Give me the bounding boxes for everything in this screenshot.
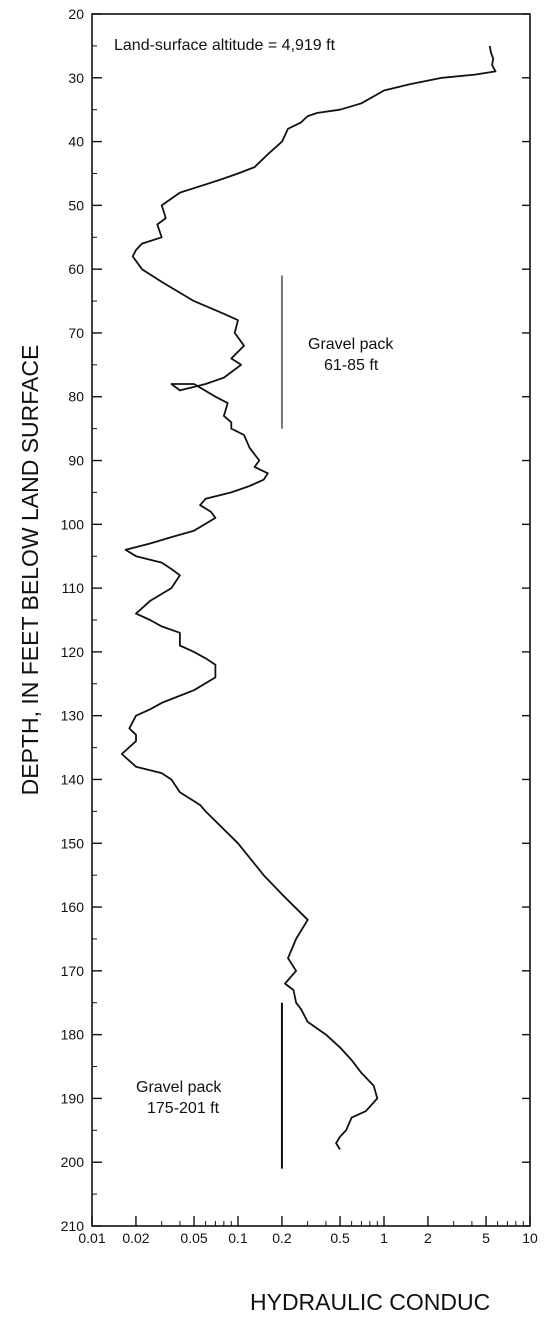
x-tick-label: 0.2 bbox=[272, 1230, 292, 1246]
y-tick-label: 50 bbox=[68, 197, 84, 213]
x-tick-label: 1 bbox=[380, 1230, 388, 1246]
x-tick-label: 2 bbox=[424, 1230, 432, 1246]
x-tick-label: 5 bbox=[482, 1230, 490, 1246]
x-tick-label: 10 bbox=[522, 1230, 538, 1246]
x-tick-label: 0.5 bbox=[330, 1230, 350, 1246]
y-tick-label: 130 bbox=[61, 708, 85, 724]
gravel-pack-upper-label: Gravel pack bbox=[308, 336, 394, 353]
y-tick-label: 210 bbox=[61, 1218, 85, 1234]
altitude-annotation: Land-surface altitude = 4,919 ft bbox=[114, 37, 336, 54]
gravel-pack-lower-range: 175-201 ft bbox=[147, 1100, 220, 1117]
x-tick-label: 0.1 bbox=[228, 1230, 248, 1246]
x-axis-title: HYDRAULIC CONDUC bbox=[250, 1289, 490, 1315]
y-tick-label: 200 bbox=[61, 1154, 85, 1170]
y-tick-label: 190 bbox=[61, 1090, 85, 1106]
y-tick-label: 30 bbox=[68, 70, 84, 86]
x-axis-ticks: 0.01 0.02 0.05 0.1 0.2 0.5 1 2 5 10 bbox=[78, 1216, 538, 1246]
x-tick-label: 0.02 bbox=[122, 1230, 149, 1246]
x-tick-label: 0.05 bbox=[180, 1230, 207, 1246]
conductivity-line bbox=[120, 45, 497, 1150]
gravel-pack-lower-label: Gravel pack bbox=[136, 1079, 222, 1096]
y-tick-label: 40 bbox=[68, 134, 84, 150]
y-axis-ticks: 20 30 40 50 60 70 80 90 100 110 120 130 140 150 160 170… bbox=[61, 6, 530, 1234]
y-tick-label: 140 bbox=[61, 771, 85, 787]
conductivity-series bbox=[120, 45, 497, 1150]
y-tick-label: 110 bbox=[62, 580, 85, 596]
y-tick-label: 160 bbox=[61, 899, 85, 915]
y-tick-label: 90 bbox=[68, 453, 84, 469]
gravel-pack-upper-range: 61-85 ft bbox=[324, 357, 379, 374]
y-tick-label: 70 bbox=[68, 325, 84, 341]
y-tick-label: 120 bbox=[61, 644, 85, 660]
plot-frame bbox=[91, 13, 531, 1227]
y-tick-label: 60 bbox=[68, 261, 84, 277]
y-tick-label: 180 bbox=[61, 1027, 85, 1043]
y-tick-label: 80 bbox=[68, 389, 84, 405]
x-tick-label: 0.01 bbox=[78, 1230, 105, 1246]
y-tick-label: 170 bbox=[61, 963, 85, 979]
y-tick-label: 100 bbox=[61, 516, 85, 532]
y-tick-label: 20 bbox=[68, 6, 84, 22]
y-axis-title: DEPTH, IN FEET BELOW LAND SURFACE bbox=[17, 345, 43, 796]
y-tick-label: 150 bbox=[61, 835, 85, 851]
